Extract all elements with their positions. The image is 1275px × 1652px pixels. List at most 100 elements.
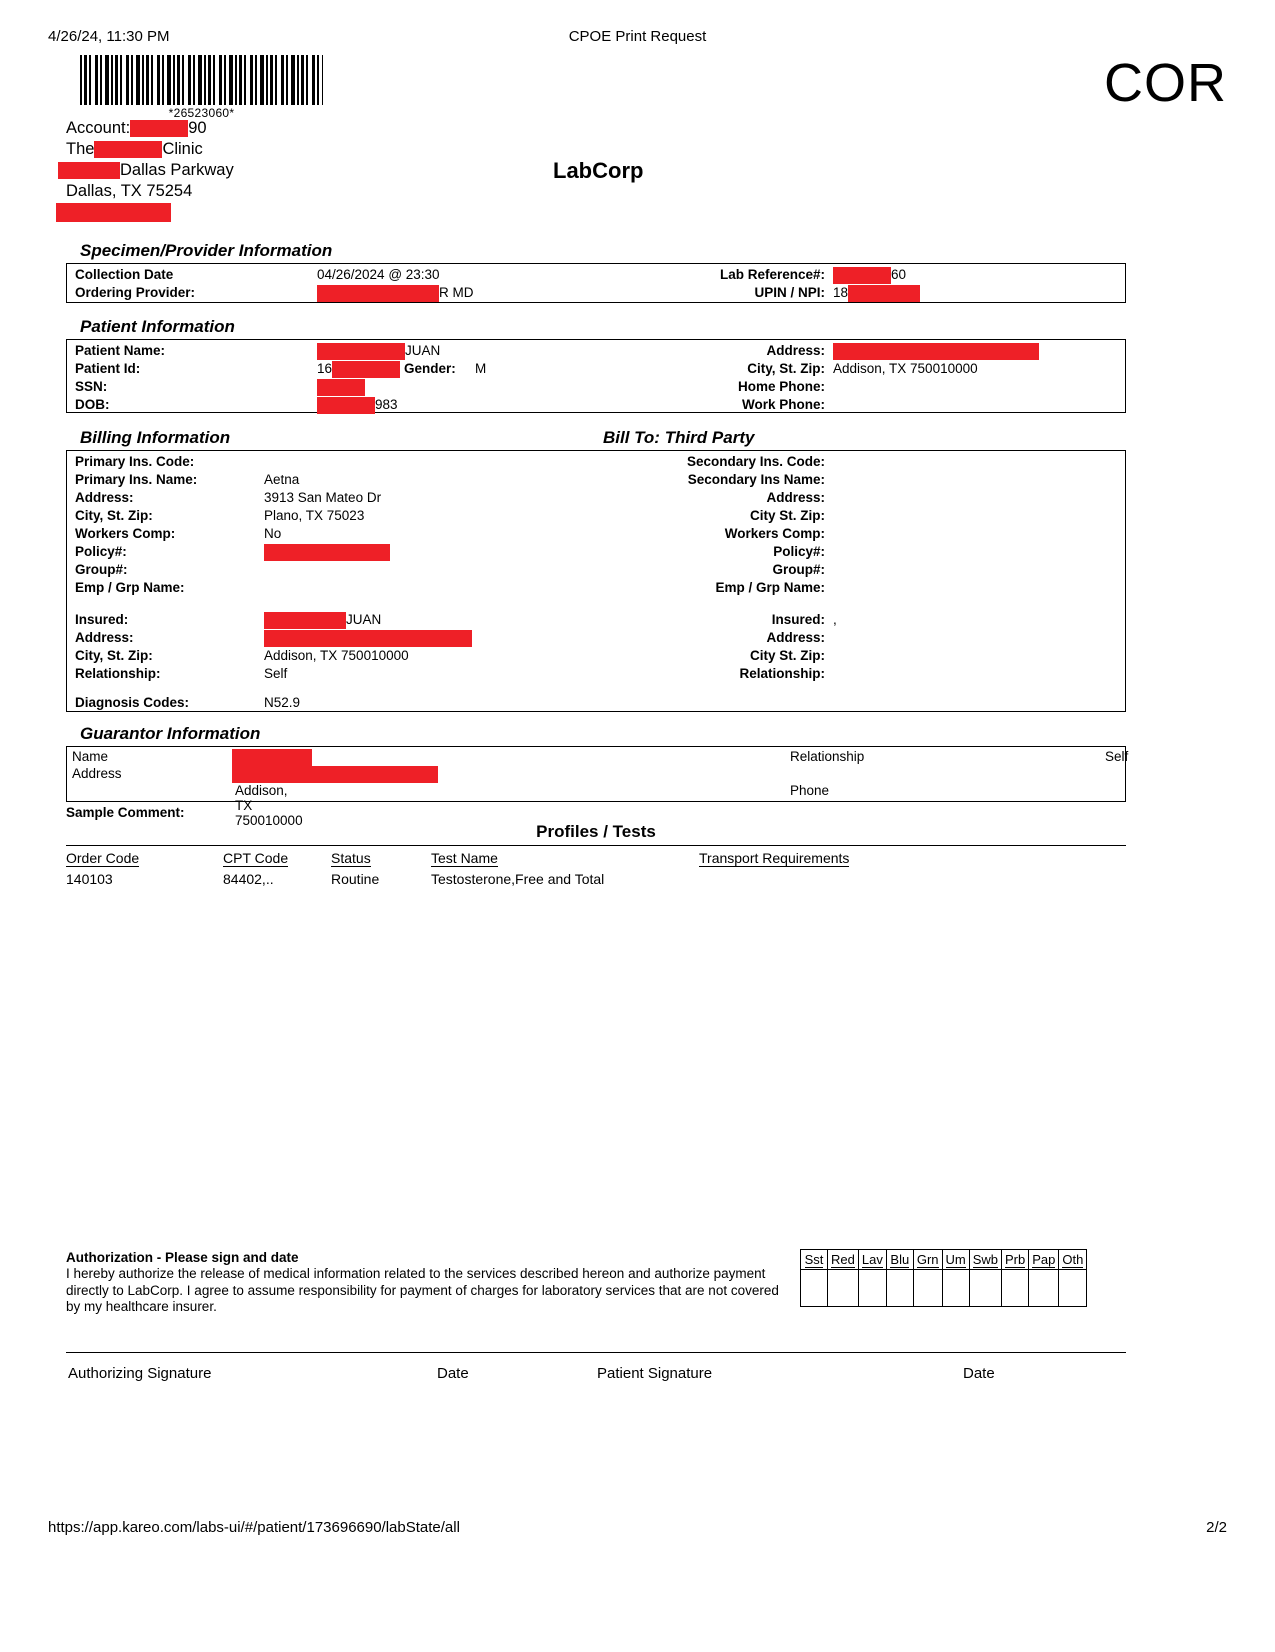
- billing-insured-suffix: JUAN: [346, 612, 382, 628]
- collection-date-value: 04/26/2024 @ 23:30: [317, 267, 440, 282]
- guarantor-city-state-zip: Addison, TX 750010000: [235, 783, 303, 828]
- patient-city-label: City, St. Zip:: [747, 361, 825, 376]
- tube-cell-swb[interactable]: [968, 1269, 1003, 1307]
- tube-header-sst: Sst: [800, 1249, 828, 1270]
- tube-header-pap: Pap: [1028, 1249, 1060, 1270]
- billto-relationship-label: Relationship:: [739, 666, 825, 681]
- print-document-title: CPOE Print Request: [568, 28, 707, 45]
- tube-cell-lav[interactable]: [857, 1269, 887, 1307]
- col-header-cpt-code-text: CPT Code: [223, 850, 289, 867]
- secondary-group-label: Group#:: [772, 562, 826, 577]
- clinic-prefix: The: [66, 140, 95, 158]
- tube-header-grn-text: Grn: [916, 1251, 939, 1268]
- billto-insured-label: Insured:: [771, 612, 825, 627]
- tube-cell-red[interactable]: [827, 1269, 859, 1307]
- secondary-ins-code-label: Secondary Ins. Code:: [686, 454, 825, 469]
- authorizing-date-label: Date: [437, 1365, 469, 1382]
- tube-header-oth-text: Oth: [1062, 1251, 1084, 1268]
- patient-id-value: 16: [317, 361, 401, 378]
- billing-emp-grp-label: Emp / Grp Name:: [75, 580, 185, 595]
- tube-header-prb-text: Prb: [1005, 1251, 1026, 1268]
- patient-work-phone-label: Work Phone:: [741, 397, 825, 412]
- guarantor-name-redaction: [232, 749, 312, 766]
- tube-header-pap-text: Pap: [1032, 1251, 1056, 1268]
- billing-policy-label: Policy#:: [75, 544, 127, 559]
- col-header-order-code-text: Order Code: [66, 850, 140, 867]
- tube-header-um: Um: [941, 1249, 970, 1270]
- tube-cell-blu[interactable]: [885, 1269, 914, 1307]
- collection-date-label: Collection Date: [75, 267, 174, 282]
- lab-reference-suffix: 60: [891, 267, 907, 283]
- upin-npi-redaction: [848, 285, 921, 302]
- cell-order-code: 140103: [66, 871, 113, 887]
- diagnosis-codes-value: N52.9: [264, 695, 301, 710]
- billing-city-value: Plano, TX 75023: [264, 508, 365, 523]
- authorization-title: Authorization - Please sign and date: [66, 1250, 299, 1265]
- tube-header-red: Red: [827, 1249, 859, 1270]
- barcode-number: *26523060*: [168, 106, 235, 120]
- patient-name-redaction: [317, 343, 405, 360]
- col-header-test-name: Test Name: [431, 848, 699, 871]
- tube-cell-pap[interactable]: [1028, 1269, 1060, 1307]
- guarantor-address-redaction: [232, 766, 438, 783]
- billing-insured-address-value: [264, 630, 472, 647]
- street-number-redaction: [58, 162, 120, 180]
- billing-insured-address-redaction: [264, 630, 472, 647]
- upin-npi-label: UPIN / NPI:: [754, 285, 825, 300]
- patient-ssn-redaction: [317, 379, 365, 396]
- billing-insured-redaction: [264, 612, 346, 629]
- patient-home-phone-label: Home Phone:: [737, 379, 825, 394]
- patient-name-suffix: JUAN: [405, 343, 441, 359]
- primary-ins-name-value: Aetna: [264, 472, 300, 487]
- secondary-ins-name-label: Secondary Ins Name:: [687, 472, 825, 487]
- clinic-phone-redaction: [56, 203, 171, 223]
- cor-mark: COR: [1104, 53, 1227, 113]
- tube-cell-prb[interactable]: [1001, 1269, 1030, 1307]
- billing-insured-city-value: Addison, TX 750010000: [264, 648, 409, 663]
- col-header-cpt-code: CPT Code: [223, 848, 331, 871]
- print-header: 4/26/24, 11:30 PM CPOE Print Request: [0, 28, 1275, 48]
- ordering-provider-label: Ordering Provider:: [75, 285, 196, 300]
- billing-policy-redaction: [264, 544, 390, 561]
- tube-grid-entry-row: [800, 1269, 1088, 1307]
- tube-cell-sst[interactable]: [800, 1269, 828, 1307]
- tube-header-blu: Blu: [885, 1249, 914, 1270]
- table-row: 140103 84402,.. Routine Testosterone,Fre…: [66, 871, 1126, 892]
- labcorp-logo: LabCorp: [553, 158, 644, 183]
- street-suffix: Dallas Parkway: [120, 161, 234, 179]
- tube-cell-um[interactable]: [941, 1269, 970, 1307]
- tube-type-grid: Sst Red Lav Blu Grn Um Swb Prb Pap Oth: [800, 1249, 1088, 1307]
- billto-insured-city-label: City St. Zip:: [750, 648, 825, 663]
- billing-group-label: Group#:: [75, 562, 128, 577]
- cell-status: Routine: [331, 871, 380, 887]
- guarantor-name-label: Name: [72, 749, 109, 764]
- tube-cell-oth[interactable]: [1058, 1269, 1088, 1307]
- authorization-text: I hereby authorize the release of medica…: [66, 1266, 779, 1314]
- primary-ins-code-label: Primary Ins. Code:: [75, 454, 195, 469]
- lab-reference-label: Lab Reference#:: [719, 267, 825, 282]
- tube-header-grn: Grn: [912, 1249, 943, 1270]
- tube-header-blu-text: Blu: [890, 1251, 910, 1268]
- billing-city-label: City, St. Zip:: [75, 508, 153, 523]
- patient-signature-label: Patient Signature: [597, 1365, 713, 1382]
- col-header-test-name-text: Test Name: [431, 850, 498, 867]
- tube-cell-grn[interactable]: [912, 1269, 943, 1307]
- col-header-status: Status: [331, 848, 431, 871]
- diagnosis-codes-label: Diagnosis Codes:: [75, 695, 190, 710]
- billing-section-box: Primary Ins. Code: Secondary Ins. Code: …: [66, 450, 1126, 712]
- billto-insured-address-label: Address:: [766, 630, 825, 645]
- col-header-status-text: Status: [331, 850, 371, 867]
- tube-header-swb-text: Swb: [972, 1251, 999, 1268]
- tube-header-lav-text: Lav: [861, 1251, 883, 1268]
- clinic-city-line: Dallas, TX 75254: [66, 181, 234, 202]
- tube-header-prb: Prb: [1001, 1249, 1030, 1270]
- billing-relationship-value: Self: [264, 666, 288, 681]
- specimen-section-title: Specimen/Provider Information: [80, 241, 333, 260]
- primary-ins-name-label: Primary Ins. Name:: [75, 472, 198, 487]
- cell-cpt-code: 84402,..: [223, 871, 274, 887]
- guarantor-address-label: Address: [72, 766, 122, 781]
- clinic-street-line: Dallas Parkway: [58, 160, 234, 181]
- patient-gender-value: M: [475, 361, 487, 376]
- billing-insured-label: Insured:: [75, 612, 129, 627]
- billing-insured-value: JUAN: [264, 612, 381, 629]
